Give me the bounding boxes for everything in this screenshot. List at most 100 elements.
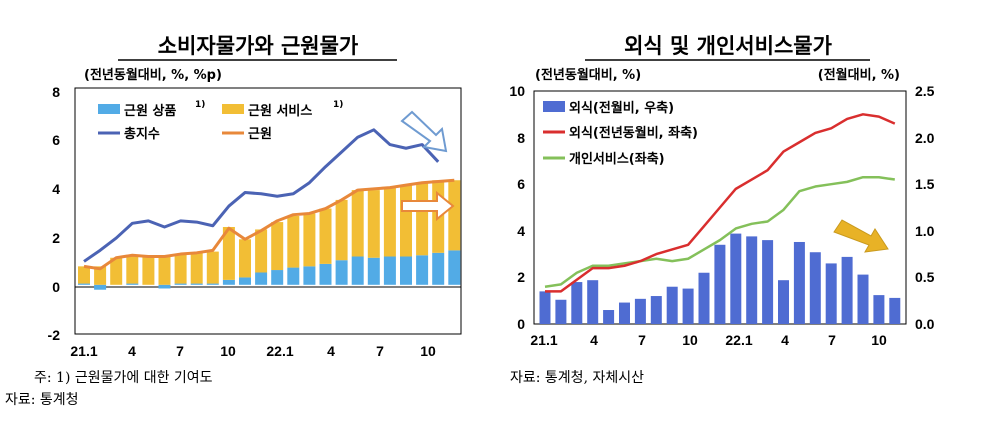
dining-mom-bar <box>714 244 726 324</box>
left-source: 자료: 통계청 <box>5 392 79 408</box>
dining-mom-bar <box>666 286 678 324</box>
core-goods-bar <box>255 272 268 285</box>
core-services-bar <box>383 187 396 257</box>
core-services-bar <box>239 239 251 278</box>
core-goods-bar <box>158 284 171 289</box>
dining-mom-bar <box>539 291 551 324</box>
legend-label-core-services: 근원 서비스 <box>248 104 312 119</box>
left-chart-title: 소비자물가와 근원물가 <box>158 33 359 58</box>
core-services-bar <box>335 199 348 261</box>
right-yright-label: 1.0 <box>915 223 935 239</box>
legend-label-core-goods: 근원 상품 <box>124 104 176 119</box>
right-xtick-label: 7 <box>638 332 646 348</box>
right-yleft-label: 6 <box>517 176 525 192</box>
left-ytick-label: 0 <box>52 279 60 295</box>
left-xtick-label: 4 <box>327 343 335 359</box>
legend-sup: 1) <box>195 100 205 110</box>
legend-sup: 1) <box>333 100 343 110</box>
core-services-bar <box>206 251 219 284</box>
dining-mom-bar <box>746 236 758 324</box>
left-plot-frame <box>74 87 462 335</box>
dining-mom-bar <box>603 310 615 324</box>
dining-mom-bar <box>634 298 646 324</box>
right-yright-label: 0.5 <box>915 269 935 285</box>
legend-label-personal-services: 개인서비스(좌축) <box>569 151 665 167</box>
right-xtick-label: 4 <box>590 332 598 348</box>
left-bars <box>78 180 461 290</box>
dining-mom-bar <box>682 288 694 324</box>
left-footnote: 주: 1) 근원물가에 대한 기여도 <box>34 370 213 386</box>
left-ytick-label: -2 <box>48 327 61 343</box>
right-unit-label-right: (전월대비, %) <box>818 67 900 83</box>
right-source: 자료: 통계청, 자체시산 <box>510 370 644 386</box>
core-goods-bar <box>287 267 300 285</box>
dining-mom-bar <box>730 233 742 324</box>
core-services-bar <box>367 190 380 258</box>
dining-mom-bar <box>698 272 710 324</box>
core-services-bar <box>174 254 187 284</box>
core-services-bar <box>158 255 171 285</box>
right-xtick-label: 7 <box>828 332 836 348</box>
left-ytick-label: 6 <box>52 132 60 148</box>
left-xtick-label: 10 <box>420 343 436 359</box>
left-ytick-label: 4 <box>52 181 60 197</box>
right-xtick-label: 10 <box>682 332 698 348</box>
core-services-bar <box>303 213 316 267</box>
core-services-bar <box>400 185 412 257</box>
core-goods-bar <box>174 283 187 285</box>
core-services-bar <box>126 255 139 284</box>
right-y-left-ticks: 10 8 6 4 2 0 <box>509 83 525 332</box>
right-yleft-label: 2 <box>517 269 525 285</box>
dining-mom-bar <box>809 252 821 324</box>
core-goods-bar <box>271 270 284 285</box>
right-xtick-label: 10 <box>871 332 887 348</box>
right-yleft-label: 0 <box>517 316 525 332</box>
left-x-ticks: 21.1 4 7 10 22.1 4 7 10 <box>70 343 436 359</box>
right-chart-title: 외식 및 개인서비스물가 <box>624 33 833 58</box>
right-y-right-ticks: 2.5 2.0 1.5 1.0 0.5 0.0 <box>915 83 935 332</box>
core-services-bar <box>78 266 90 284</box>
right-bars <box>539 233 901 324</box>
right-arrow-icon <box>401 190 455 222</box>
core-goods-bar <box>335 260 348 285</box>
core-services-bar <box>110 257 123 285</box>
core-services-bar <box>255 229 268 273</box>
headline-cpi-line <box>83 128 440 263</box>
personal-services-line <box>544 175 895 288</box>
left-ytick-label: 2 <box>52 230 60 246</box>
left-y-ticks: 8 6 4 2 0 -2 <box>48 84 61 343</box>
left-ytick-label: 8 <box>52 84 60 100</box>
core-services-bar <box>351 190 364 257</box>
left-xtick-label: 22.1 <box>266 343 293 359</box>
core-goods-bar <box>432 252 445 285</box>
core-services-bar <box>190 252 203 284</box>
dining-mom-bar <box>857 274 869 324</box>
core-services-bar <box>222 226 235 280</box>
core-goods-bar <box>239 277 251 285</box>
right-xtick-label: 4 <box>781 332 789 348</box>
dining-mom-bar <box>841 256 853 324</box>
core-goods-bar <box>383 256 396 285</box>
left-chart: 소비자물가와 근원물가 (전년동월대비, %, %p) 8 6 4 2 0 -2… <box>48 33 462 359</box>
right-yleft-label: 8 <box>517 130 525 146</box>
core-services-bar <box>287 215 300 268</box>
legend-swatch-dining-mom <box>543 101 565 112</box>
right-yright-label: 2.0 <box>915 130 935 146</box>
core-services-bar <box>448 180 461 251</box>
right-yright-label: 0.0 <box>915 316 935 332</box>
down-right-arrow-icon <box>833 219 889 253</box>
right-yright-label: 1.5 <box>915 176 935 192</box>
right-legend: 외식(전월비, 우축) 외식(전년동월비, 좌축) 개인서비스(좌축) <box>543 100 698 167</box>
dining-mom-bar <box>825 263 837 324</box>
right-unit-label-left: (전년동월대비, %) <box>535 67 641 83</box>
legend-swatch-core-goods <box>98 104 120 114</box>
left-xtick-label: 4 <box>128 343 136 359</box>
dining-mom-bar <box>555 299 567 324</box>
right-yleft-label: 10 <box>509 83 525 99</box>
core-goods-bar <box>78 283 90 285</box>
left-xtick-label: 7 <box>376 343 384 359</box>
right-xtick-label: 22.1 <box>725 332 752 348</box>
left-unit-label: (전년동월대비, %, %p) <box>84 67 222 83</box>
core-goods-bar <box>319 263 332 285</box>
